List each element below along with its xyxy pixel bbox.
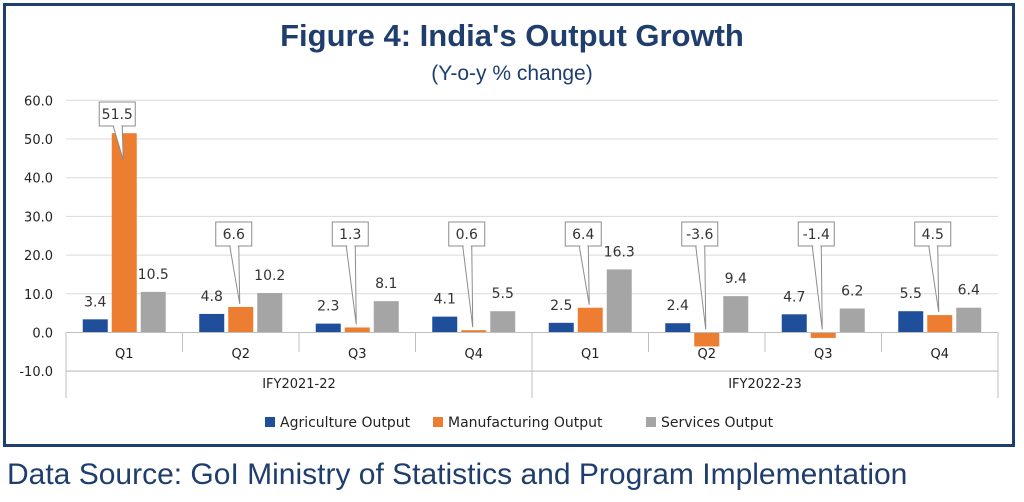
bar-agriculture-output: [82, 319, 108, 333]
data-label: 2.4: [667, 298, 689, 314]
data-label: 6.4: [958, 283, 980, 299]
legend-swatch: [265, 417, 275, 427]
data-label: 10.5: [138, 267, 169, 283]
bar-services-output: [723, 296, 749, 333]
data-label: 9.4: [725, 271, 747, 287]
data-label-pointer: [811, 245, 823, 330]
x-tick-label: Q4: [464, 347, 483, 362]
x-tick-label: Q3: [814, 347, 833, 362]
data-label: 2.3: [317, 299, 339, 315]
data-label-pointer: [229, 245, 241, 305]
bar-services-output: [373, 301, 399, 333]
y-tick-label: 60.0: [24, 94, 53, 109]
legend-swatch: [646, 417, 656, 427]
data-label: 0.6: [456, 227, 478, 243]
chart-title: Figure 4: India's Output Growth: [280, 18, 744, 53]
y-tick-label: 30.0: [24, 210, 53, 225]
y-tick-label: 10.0: [24, 288, 53, 303]
y-tick-label: 0.0: [32, 327, 53, 342]
data-label: 10.2: [254, 268, 285, 284]
bar-services-output: [606, 269, 632, 333]
data-label-box: [215, 221, 253, 247]
y-tick-label: -10.0: [19, 365, 53, 380]
data-label-pointer: [462, 245, 474, 328]
bar-chart: 60.0 50.0 40.0 30.0 20.0 10.0 0.0 -10.0 IFY2021-…: [19, 94, 999, 431]
data-label: 4.1: [434, 292, 456, 308]
bar-agriculture-output: [781, 314, 807, 333]
group-label: IFY2022-23: [728, 377, 802, 392]
data-label-box: [914, 221, 952, 247]
data-label: 4.7: [783, 289, 805, 305]
x-tick-label: Q2: [697, 347, 716, 362]
bar-manufacturing-output: [577, 307, 603, 333]
bar-agriculture-output: [665, 323, 691, 333]
data-label: 2.5: [550, 298, 572, 314]
x-tick-label: Q1: [115, 347, 134, 362]
y-tick-label: 50.0: [24, 133, 53, 148]
data-label: 16.3: [604, 244, 635, 260]
bar-services-output: [956, 307, 982, 333]
data-label: 4.5: [922, 227, 944, 243]
chart-frame: [3, 3, 1015, 447]
data-label: -1.4: [803, 227, 830, 243]
bar-agriculture-output: [432, 316, 458, 333]
y-tick-label: 20.0: [24, 249, 53, 264]
data-label-box: [681, 221, 719, 247]
bar-manufacturing-output: [694, 332, 720, 347]
data-label-box: [797, 221, 835, 247]
data-label-pointer: [578, 245, 590, 305]
legend-swatch: [433, 417, 443, 427]
bar-manufacturing-output: [228, 306, 254, 333]
data-label: 5.5: [492, 286, 514, 302]
bar-services-output: [490, 311, 516, 333]
bar-agriculture-output: [199, 313, 225, 333]
data-label-pointer: [928, 245, 940, 313]
data-label-box: [331, 221, 369, 247]
data-label: 6.6: [223, 227, 245, 243]
bar-services-output: [140, 291, 166, 333]
data-label: 5.5: [900, 286, 922, 302]
data-label-box: [448, 221, 486, 247]
bar-agriculture-output: [898, 311, 924, 333]
x-tick-label: Q4: [930, 347, 949, 362]
bar-manufacturing-output: [927, 315, 953, 333]
data-label: 1.3: [339, 227, 361, 243]
bar-services-output: [257, 293, 283, 333]
chart-subtitle: (Y-o-y % change): [431, 62, 593, 85]
bar-manufacturing-output: [111, 133, 137, 333]
bar-manufacturing-output: [810, 332, 836, 338]
bar-services-output: [839, 308, 865, 333]
data-label: 6.2: [841, 284, 863, 300]
data-label: 6.4: [572, 227, 594, 243]
bar-manufacturing-output: [461, 330, 487, 333]
data-label: 3.4: [84, 294, 106, 310]
bar-manufacturing-output: [344, 327, 370, 333]
data-label: 4.8: [201, 289, 223, 305]
data-label: -3.6: [686, 227, 713, 243]
group-label: IFY2021-22: [262, 377, 336, 392]
bar-agriculture-output: [548, 322, 574, 333]
legend-label: Manufacturing Output: [448, 415, 603, 431]
x-tick-label: Q2: [231, 347, 250, 362]
data-label-pointer: [345, 245, 357, 325]
y-tick-label: 40.0: [24, 172, 53, 187]
data-label: 8.1: [375, 276, 397, 292]
data-label-box: [98, 101, 136, 127]
x-tick-label: Q3: [348, 347, 367, 362]
source-note: Data Source: GoI Ministry of Statistics …: [7, 458, 908, 491]
data-label: 51.5: [102, 107, 133, 123]
x-tick-label: Q1: [581, 347, 600, 362]
data-label-pointer: [695, 245, 707, 330]
legend-label: Agriculture Output: [280, 415, 411, 431]
legend-label: Services Output: [661, 415, 774, 431]
bar-agriculture-output: [315, 323, 341, 333]
